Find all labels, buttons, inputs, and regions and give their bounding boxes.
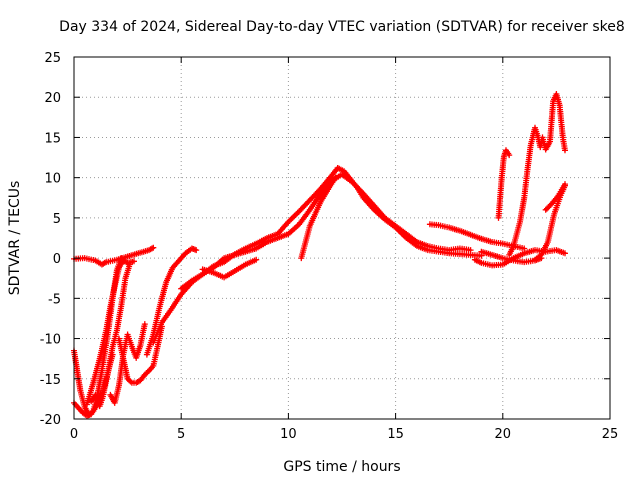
series-arc-19 — [506, 91, 568, 258]
series-markers — [334, 165, 485, 259]
series-markers — [542, 181, 568, 213]
x-tick-label: 25 — [602, 427, 619, 442]
series-line — [330, 173, 472, 252]
series-markers — [495, 147, 513, 221]
y-tick-label: 15 — [44, 131, 61, 146]
plot-frame — [73, 56, 611, 420]
series-arc-7 — [116, 323, 165, 386]
y-tick-label: 25 — [44, 51, 61, 66]
series-markers — [328, 171, 474, 254]
y-tick-label: -10 — [40, 333, 61, 348]
chart-title: Day 334 of 2024, Sidereal Day-to-day VTE… — [59, 19, 625, 35]
y-tick-label: 20 — [44, 91, 61, 106]
series-arc-4 — [83, 257, 137, 408]
y-tick-label: 10 — [44, 172, 61, 187]
x-tick-label: 5 — [177, 427, 185, 442]
y-tick-label: -15 — [40, 373, 61, 388]
y-tick-label: 0 — [53, 252, 61, 267]
series-arc-18 — [495, 147, 513, 221]
series-arc-9 — [150, 165, 341, 346]
series-arc-14 — [328, 171, 474, 254]
series-arc-5 — [88, 261, 133, 410]
series-markers — [150, 165, 341, 346]
axis-ticks: 0 5 10 15 20 25 -20 -15 -10 -5 0 5 10 15 20 25 — [40, 51, 619, 442]
series-arc-13 — [334, 165, 485, 259]
series-arc-11 — [199, 256, 260, 281]
series-markers — [199, 256, 260, 281]
series-arc-16 — [471, 247, 568, 269]
series-markers — [83, 257, 137, 408]
x-tick-label: 15 — [387, 427, 404, 442]
y-tick-label: -20 — [40, 413, 61, 428]
series-markers — [116, 323, 165, 386]
y-tick-label: 5 — [53, 212, 61, 227]
series-arc-21 — [542, 181, 568, 213]
series-markers — [178, 177, 335, 292]
y-axis-label: SDTVAR / TECUs — [7, 181, 23, 296]
series-arc-1 — [71, 244, 157, 268]
x-tick-label: 20 — [495, 427, 512, 442]
series-markers — [107, 321, 148, 406]
series-arc-15 — [426, 221, 528, 252]
series-markers — [71, 244, 157, 268]
series-markers — [88, 261, 133, 410]
data-series — [71, 91, 568, 419]
y-tick-label: -5 — [48, 292, 61, 307]
x-tick-label: 10 — [280, 427, 297, 442]
x-axis-label: GPS time / hours — [283, 459, 400, 475]
series-arc-10 — [178, 177, 335, 292]
x-tick-label: 0 — [70, 427, 78, 442]
series-markers — [298, 174, 339, 262]
series-markers — [506, 91, 568, 258]
grid-lines — [74, 57, 610, 419]
series-arc-6 — [107, 321, 148, 406]
